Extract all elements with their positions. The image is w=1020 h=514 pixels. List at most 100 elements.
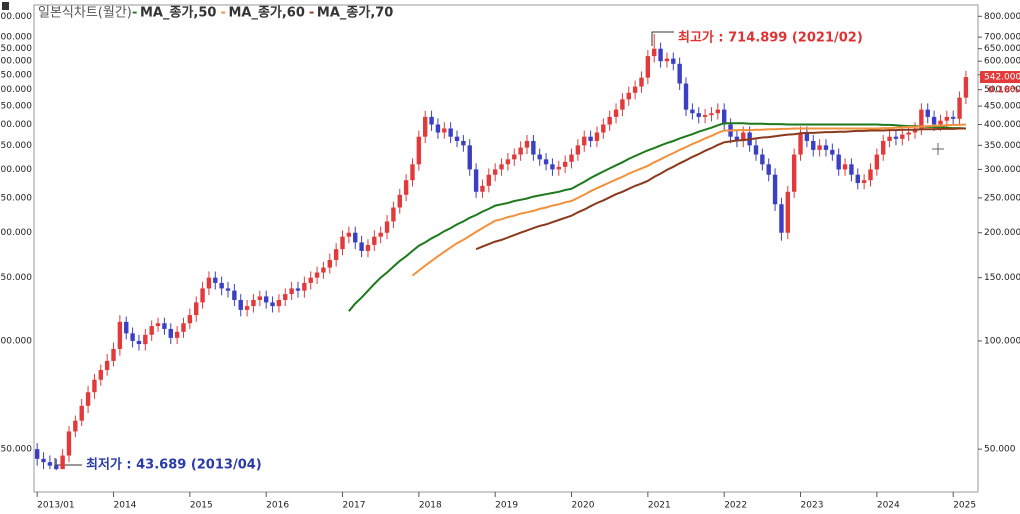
candle-body	[690, 109, 695, 114]
candle-body	[219, 282, 224, 289]
candle-body	[709, 113, 714, 116]
candle-body	[925, 109, 930, 117]
y-tick-label-left: 550.000	[0, 70, 32, 80]
candle-body	[353, 232, 358, 243]
candle-body	[658, 48, 663, 62]
candle-body	[632, 86, 638, 93]
candle-body	[295, 288, 301, 291]
x-tick-label: 2020	[572, 501, 595, 511]
y-tick-label-left: 50.000	[1, 445, 33, 455]
y-tick-label-left: 700.000	[0, 33, 32, 43]
candle-body	[492, 169, 498, 175]
candle-body	[410, 164, 415, 181]
candle-body	[111, 348, 116, 361]
candle-body	[715, 109, 721, 114]
candle-body	[741, 132, 746, 141]
legend-dash: -	[220, 6, 225, 21]
candle-body	[391, 207, 396, 222]
candle-body	[34, 449, 40, 459]
candle-body	[677, 63, 682, 84]
y-tick-label: 450.000	[984, 102, 1020, 112]
candle-body	[181, 323, 186, 332]
y-tick-label-left: 400.000	[0, 120, 32, 130]
panel-icon[interactable]	[2, 2, 9, 10]
candle-body	[594, 132, 600, 141]
candle-body	[639, 77, 644, 87]
candle-body	[263, 296, 269, 303]
candle-body	[906, 132, 911, 135]
candle-body	[480, 185, 485, 192]
candle-body	[327, 259, 332, 268]
candle-body	[626, 92, 631, 100]
candle-body	[575, 145, 581, 155]
y-tick-label: 800.000	[984, 12, 1020, 22]
y-tick-label: 50.000	[984, 445, 1016, 455]
candle-body	[823, 145, 829, 150]
candle-body	[620, 99, 625, 110]
candle-body	[276, 299, 282, 307]
candle-body	[384, 221, 390, 233]
y-tick-label-left: 600.000	[0, 57, 32, 67]
candle-body	[804, 132, 810, 141]
y-tick-label: 400.000	[984, 120, 1020, 130]
candle-body	[881, 140, 886, 155]
candle-body	[340, 236, 345, 250]
candle-body	[900, 134, 905, 139]
x-tick-label: 2018	[419, 501, 442, 511]
candle-body	[283, 294, 288, 300]
candle-body	[308, 277, 313, 283]
candle-body	[963, 77, 969, 98]
plot-frame	[33, 4, 979, 493]
candle-body	[950, 116, 956, 119]
legend-entry: MA_종가,50	[140, 6, 216, 21]
candle-body	[779, 204, 784, 233]
candle-body	[378, 232, 383, 237]
candle-body	[314, 272, 320, 278]
ma-line	[348, 122, 966, 312]
candle-body	[442, 128, 447, 133]
candle-body	[798, 132, 803, 155]
candle-body	[499, 164, 504, 170]
candle-body	[887, 136, 892, 141]
candle-body	[435, 124, 441, 133]
ma-line	[475, 127, 966, 251]
candle-body	[162, 323, 167, 329]
candle-body	[753, 145, 759, 155]
x-tick-label: 2015	[190, 501, 213, 511]
last-price-box	[980, 71, 1020, 84]
y-tick-label: 300.000	[984, 165, 1020, 175]
candle-body	[849, 164, 854, 175]
candle-body	[238, 299, 243, 310]
candle-body	[130, 333, 135, 341]
candle-body	[302, 282, 307, 291]
candle-body	[919, 109, 924, 129]
candle-body	[85, 392, 91, 406]
candle-body	[664, 58, 670, 62]
candle-body	[607, 116, 612, 125]
candle-body	[861, 180, 867, 184]
candle-body	[206, 277, 212, 289]
candle-body	[473, 169, 479, 192]
candle-body	[486, 174, 492, 186]
candle-body	[270, 302, 275, 307]
candle-body	[531, 140, 536, 155]
candle-body	[257, 296, 263, 300]
y-tick-label: 700.000	[984, 33, 1020, 43]
candle-body	[47, 462, 53, 466]
candle-body	[734, 136, 740, 141]
candle-body	[569, 154, 574, 162]
y-tick-label: 350.000	[984, 141, 1020, 151]
candle-body	[957, 97, 962, 119]
candle-body	[54, 465, 59, 470]
candle-body	[98, 370, 103, 380]
y-tick-label: 200.000	[984, 228, 1020, 238]
y-tick-label-left: 200.000	[0, 228, 32, 238]
candle-body	[944, 116, 950, 121]
x-tick-label: 2013/01	[37, 501, 74, 511]
candle-body	[868, 169, 873, 181]
candle-body	[117, 321, 123, 349]
y-tick-label: 650.000	[984, 44, 1020, 54]
candle-body	[938, 120, 943, 125]
candle-body	[582, 136, 587, 146]
